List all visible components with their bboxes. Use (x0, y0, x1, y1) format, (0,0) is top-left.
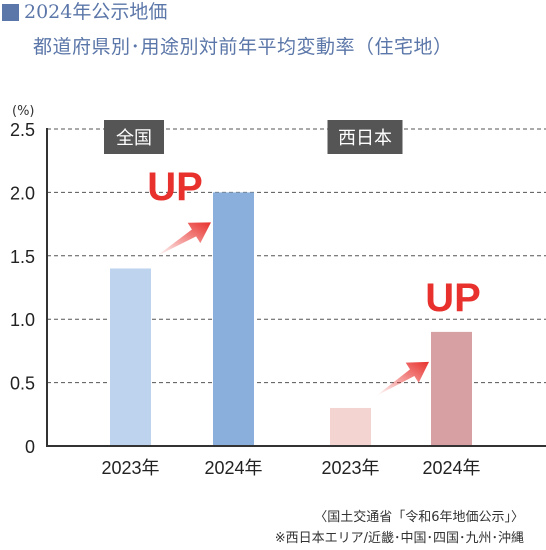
trend-arrow-icon (376, 361, 429, 396)
group-label: 全国 (116, 128, 152, 149)
y-tick-label: 1.0 (10, 310, 35, 330)
y-tick-label: 1.5 (10, 247, 35, 267)
group-label-bg (327, 120, 403, 154)
x-tick-label: 2024年 (204, 458, 262, 478)
group-label: 西日本 (338, 128, 392, 149)
bar (213, 192, 254, 446)
area-footnote: ※西日本エリア/近畿･中国･四国･九州･沖縄 (274, 531, 524, 546)
up-annotation: UP (425, 276, 481, 320)
y-tick-label: 0.5 (10, 374, 35, 394)
up-annotation: UP (147, 165, 203, 209)
source-note: 〈国土交通省「令和6年地価公示」〉 (314, 510, 524, 525)
y-tick-label: 0 (25, 437, 35, 457)
bar (110, 268, 151, 446)
y-tick-label: 2.0 (10, 183, 35, 203)
x-tick-label: 2023年 (101, 458, 159, 478)
x-tick-label: 2023年 (321, 458, 379, 478)
trend-arrow-icon (156, 222, 211, 257)
bar (431, 331, 472, 446)
page-subtitle: 都道府県別･用途別対前年平均変動率（住宅地） (33, 36, 453, 58)
group-label-bg (104, 120, 164, 154)
page-title: 2024年公示地価 (24, 1, 168, 23)
title-marker (2, 4, 19, 21)
y-tick-label: 2.5 (10, 120, 35, 140)
x-tick-label: 2024年 (422, 458, 480, 478)
y-axis-label: (%) (12, 104, 35, 119)
bar (330, 407, 371, 446)
